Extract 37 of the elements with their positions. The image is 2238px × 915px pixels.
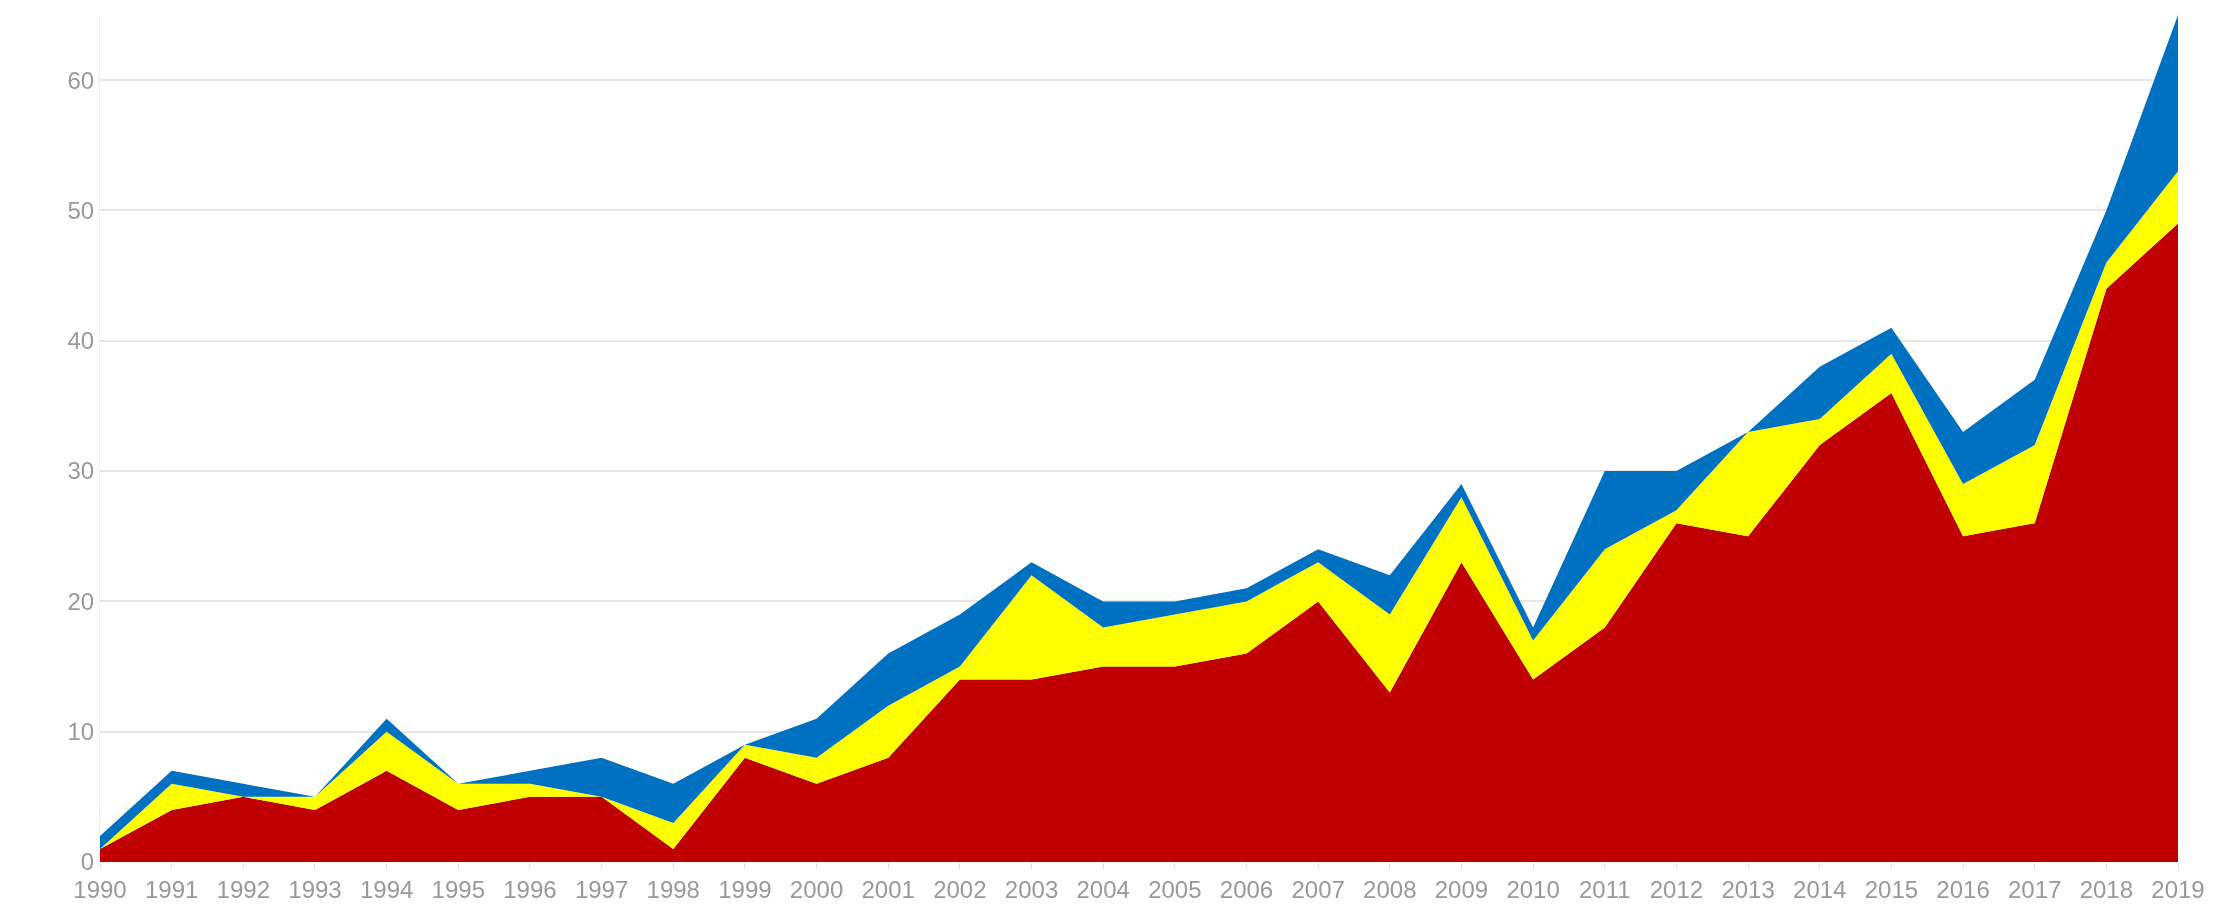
x-tick-label: 1997 bbox=[574, 875, 629, 903]
x-tick-label: 2018 bbox=[2079, 875, 2134, 903]
x-tick-label: 2003 bbox=[1004, 875, 1059, 903]
x-tick-label: 1995 bbox=[431, 875, 485, 903]
x-tick-label: 2001 bbox=[861, 875, 915, 903]
x-tick-label: 1998 bbox=[646, 875, 700, 903]
y-tick-label: 30 bbox=[67, 457, 95, 485]
x-tick-label: 2000 bbox=[789, 875, 844, 903]
x-tick-label: 2015 bbox=[1864, 875, 1919, 903]
x-tick-label: 2008 bbox=[1363, 875, 1417, 903]
x-tick-label: 2013 bbox=[1721, 875, 1775, 903]
x-tick-label: 1990 bbox=[73, 875, 127, 903]
x-tick-label: 2006 bbox=[1219, 875, 1274, 903]
x-tick-label: 2002 bbox=[933, 875, 987, 903]
x-tick-label: 1991 bbox=[144, 875, 199, 903]
x-tick-label: 1993 bbox=[288, 875, 342, 903]
x-tick-label: 2019 bbox=[2151, 875, 2205, 903]
y-tick-label: 50 bbox=[67, 196, 95, 224]
x-tick-label: 2017 bbox=[2007, 875, 2062, 903]
x-tick-label: 2004 bbox=[1076, 875, 1130, 903]
y-tick-label: 20 bbox=[67, 587, 95, 615]
y-tick-label: 60 bbox=[67, 66, 95, 94]
x-tick-label: 2005 bbox=[1148, 875, 1202, 903]
x-tick-label: 2007 bbox=[1291, 875, 1345, 903]
y-tick-label: 0 bbox=[80, 848, 95, 876]
x-tick-label: 1996 bbox=[503, 875, 557, 903]
x-tick-label: 2011 bbox=[1578, 875, 1631, 903]
x-tick-label: 2009 bbox=[1434, 875, 1489, 903]
x-tick-label: 2010 bbox=[1506, 875, 1560, 903]
y-tick-label: 40 bbox=[67, 327, 95, 355]
x-tick-label: 1994 bbox=[359, 875, 414, 903]
x-tick-label: 2016 bbox=[1936, 875, 1990, 903]
x-tick-label: 1992 bbox=[216, 875, 271, 903]
y-tick-label: 10 bbox=[67, 718, 95, 746]
x-tick-label: 2012 bbox=[1649, 875, 1704, 903]
x-tick-label: 2014 bbox=[1793, 875, 1847, 903]
x-tick-label: 1999 bbox=[718, 875, 772, 903]
